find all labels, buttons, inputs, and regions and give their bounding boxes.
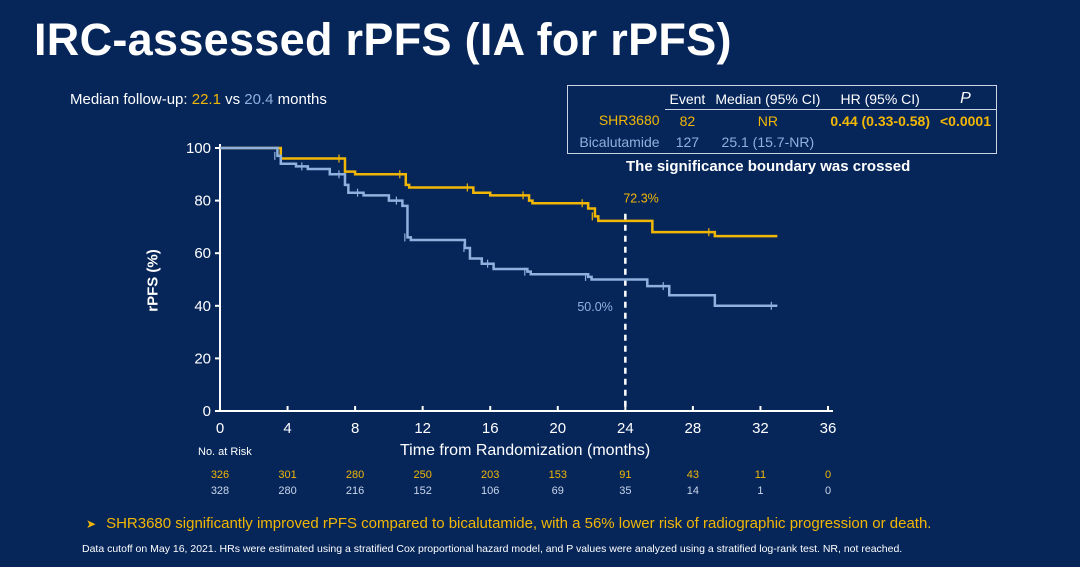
key-finding: ➤ SHR3680 significantly improved rPFS com… bbox=[86, 515, 931, 532]
table-header-event: Event bbox=[664, 88, 711, 110]
table-header-hr: HR (95% CI) bbox=[825, 88, 935, 110]
risk-count-shr3680: 153 bbox=[548, 469, 567, 481]
table-header-row: Event Median (95% CI) HR (95% CI) P bbox=[572, 88, 996, 110]
risk-count-bicalutamide: 14 bbox=[686, 485, 699, 497]
risk-count-bicalutamide: 1 bbox=[757, 485, 764, 497]
median: NR bbox=[757, 112, 778, 129]
followup-vs: vs bbox=[225, 91, 241, 108]
risk-count-shr3680: 91 bbox=[619, 469, 632, 481]
x-tick-label: 32 bbox=[752, 420, 769, 437]
followup-shr3680: 22.1 bbox=[191, 91, 221, 108]
x-tick-label: 4 bbox=[283, 420, 291, 437]
table-row: SHR3680 82 NR 0.44 (0.33-0.58) <0.0001 bbox=[572, 110, 996, 132]
risk-count-shr3680: 280 bbox=[345, 469, 365, 481]
followup-prefix: Median follow-up: bbox=[70, 91, 188, 108]
risk-count-bicalutamide: 69 bbox=[551, 485, 564, 497]
table-row: Bicalutamide 127 25.1 (15.7-NR) bbox=[572, 131, 996, 152]
risk-count-bicalutamide: 216 bbox=[345, 485, 365, 497]
chart-curves bbox=[220, 146, 778, 310]
p-value: <0.0001 bbox=[940, 112, 991, 129]
km-curve-bicalutamide bbox=[220, 146, 778, 308]
risk-count-shr3680: 43 bbox=[686, 469, 699, 481]
risk-table-label: No. at Risk bbox=[198, 446, 252, 458]
followup-suffix: months bbox=[277, 91, 327, 108]
x-axis-title: Time from Randomization (months) bbox=[400, 442, 651, 459]
followup-bicalutamide: 20.4 bbox=[244, 91, 274, 108]
x-tick-label: 24 bbox=[617, 420, 634, 437]
slide-title: IRC-assessed rPFS (IA for rPFS) bbox=[34, 14, 732, 65]
y-tick-label: 40 bbox=[194, 298, 211, 315]
median-followup: Median follow-up: 22.1 vs 20.4 months bbox=[70, 91, 327, 108]
risk-count-bicalutamide: 0 bbox=[824, 485, 832, 497]
table-header-median: Median (95% CI) bbox=[710, 88, 826, 110]
y-tick-label: 20 bbox=[194, 350, 211, 367]
significance-note: The significance boundary was crossed bbox=[626, 158, 911, 175]
results-table: Event Median (95% CI) HR (95% CI) P SHR3… bbox=[567, 85, 997, 154]
y-axis-title: rPFS (%) bbox=[144, 249, 162, 312]
x-tick-label: 8 bbox=[351, 420, 359, 437]
chart-axes: 0 4 8 12 16 20 24 28 32 36 0 20 40 60 80 100 bbox=[186, 140, 836, 437]
y-tick-label: 80 bbox=[194, 193, 211, 210]
annotation-shr3680: 72.3% bbox=[623, 192, 658, 206]
risk-count-shr3680: 250 bbox=[413, 469, 432, 481]
km-curve-shr3680 bbox=[220, 146, 778, 238]
risk-count-bicalutamide: 328 bbox=[210, 485, 230, 497]
hazard-ratio: 0.44 (0.33-0.58) bbox=[830, 112, 930, 129]
risk-count-bicalutamide: 280 bbox=[278, 485, 297, 497]
y-tick-label: 100 bbox=[186, 140, 211, 157]
arrowhead-bullet-icon: ➤ bbox=[86, 517, 97, 531]
x-tick-label: 12 bbox=[414, 420, 431, 437]
y-tick-label: 0 bbox=[203, 403, 211, 420]
risk-count-bicalutamide: 152 bbox=[413, 485, 432, 497]
risk-count-bicalutamide: 35 bbox=[619, 485, 632, 497]
risk-count-bicalutamide: 106 bbox=[481, 485, 500, 497]
x-tick-label: 16 bbox=[482, 420, 499, 437]
footnote: Data cutoff on May 16, 2021. HRs were es… bbox=[82, 543, 903, 555]
risk-count-shr3680: 326 bbox=[210, 469, 230, 481]
risk-count-shr3680: 301 bbox=[278, 469, 297, 481]
x-tick-label: 28 bbox=[685, 420, 702, 437]
y-tick-label: 60 bbox=[194, 245, 211, 262]
annotation-bicalutamide: 50.0% bbox=[577, 300, 612, 314]
event-count: 127 bbox=[675, 133, 700, 150]
median: 25.1 (15.7-NR) bbox=[721, 133, 815, 150]
risk-count-shr3680: 203 bbox=[481, 469, 500, 481]
arm-name: SHR3680 bbox=[598, 112, 660, 129]
risk-count-shr3680: 11 bbox=[754, 469, 767, 481]
x-tick-label: 20 bbox=[549, 420, 566, 437]
risk-count-shr3680: 0 bbox=[824, 469, 832, 481]
table-header-p: P bbox=[935, 88, 996, 110]
x-tick-label: 36 bbox=[820, 420, 837, 437]
event-count: 82 bbox=[679, 112, 696, 129]
arm-name: Bicalutamide bbox=[579, 133, 660, 150]
key-finding-text: SHR3680 significantly improved rPFS comp… bbox=[106, 515, 932, 532]
x-tick-label: 0 bbox=[216, 420, 224, 437]
